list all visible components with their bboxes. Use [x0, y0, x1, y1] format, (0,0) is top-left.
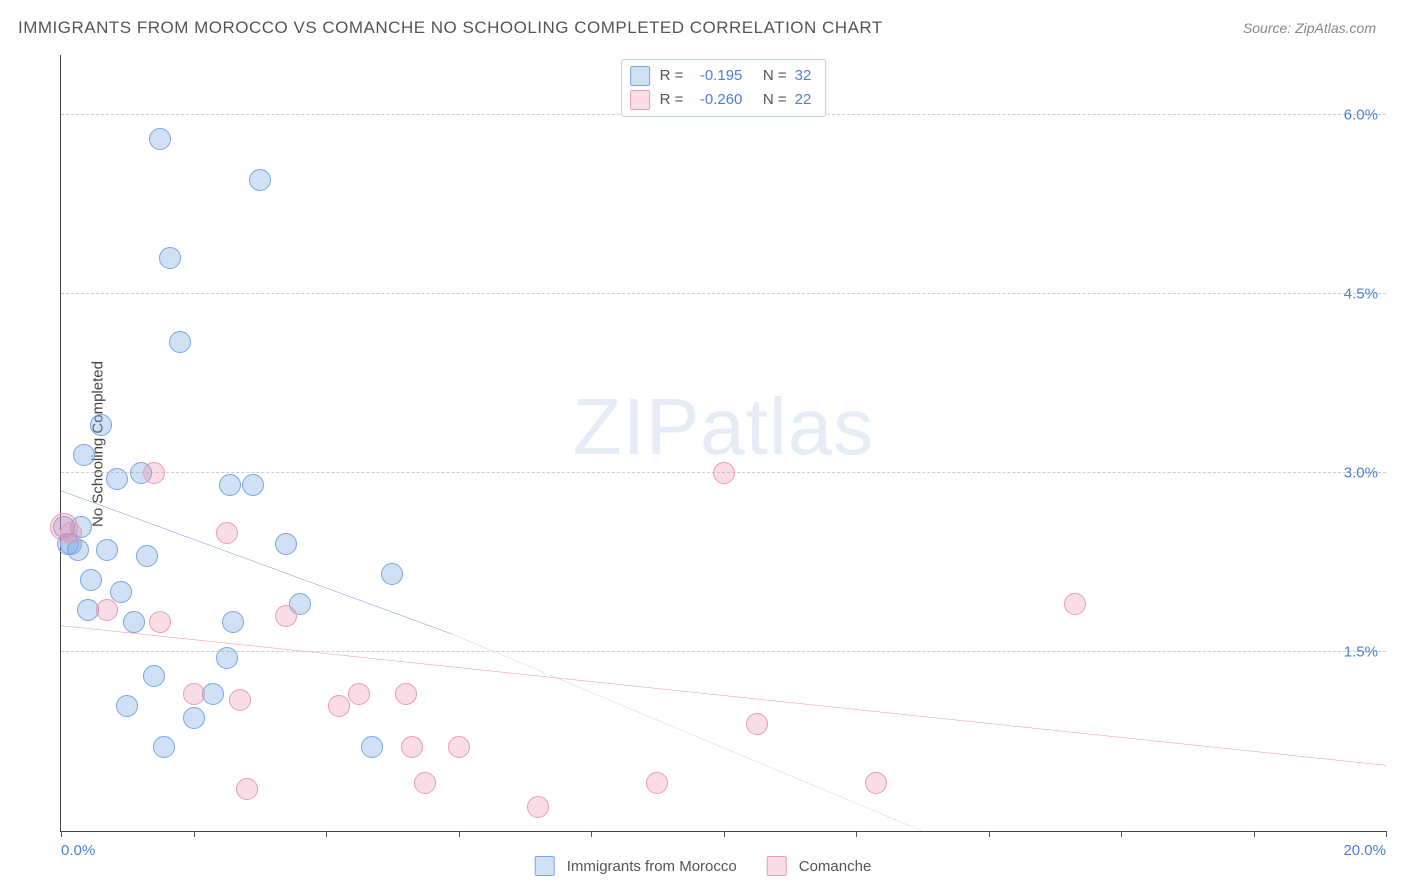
data-point: [527, 796, 549, 818]
data-point: [348, 683, 370, 705]
legend-n-value: 32: [795, 64, 812, 88]
data-point: [60, 522, 82, 544]
data-point: [73, 444, 95, 466]
x-tick: [326, 831, 327, 837]
x-tick: [459, 831, 460, 837]
x-tick: [194, 831, 195, 837]
data-point: [149, 128, 171, 150]
data-point: [1064, 593, 1086, 615]
data-point: [242, 474, 264, 496]
chart-header: IMMIGRANTS FROM MOROCCO VS COMANCHE NO S…: [0, 0, 1406, 48]
y-tick-label: 4.5%: [1344, 285, 1378, 302]
source-credit: Source: ZipAtlas.com: [1243, 20, 1376, 36]
data-point: [236, 778, 258, 800]
x-tick: [61, 831, 62, 837]
series-name: Comanche: [799, 858, 872, 875]
plot-region: ZIPatlas R = -0.195 N = 32R = -0.260 N =…: [60, 55, 1386, 832]
legend-swatch: [630, 66, 650, 86]
gridline: [61, 293, 1386, 294]
y-tick-label: 6.0%: [1344, 106, 1378, 123]
x-tick-label: 20.0%: [1343, 842, 1386, 859]
chart-title: IMMIGRANTS FROM MOROCCO VS COMANCHE NO S…: [18, 18, 883, 38]
data-point: [222, 611, 244, 633]
data-point: [361, 736, 383, 758]
data-point: [159, 247, 181, 269]
data-point: [106, 468, 128, 490]
data-point: [123, 611, 145, 633]
data-point: [414, 772, 436, 794]
legend-row: R = -0.260 N = 22: [630, 88, 812, 112]
data-point: [90, 414, 112, 436]
data-point: [275, 605, 297, 627]
data-point: [401, 736, 423, 758]
data-point: [202, 683, 224, 705]
legend-r-label: R =: [660, 88, 684, 112]
data-point: [746, 713, 768, 735]
data-point: [448, 736, 470, 758]
data-point: [229, 689, 251, 711]
correlation-legend: R = -0.195 N = 32R = -0.260 N = 22: [621, 59, 827, 117]
x-tick: [989, 831, 990, 837]
legend-n-value: 22: [795, 88, 812, 112]
legend-r-value: -0.195: [687, 64, 742, 88]
x-tick: [724, 831, 725, 837]
data-point: [865, 772, 887, 794]
data-point: [219, 474, 241, 496]
legend-item: Immigrants from Morocco: [535, 856, 737, 876]
data-point: [80, 569, 102, 591]
data-point: [136, 545, 158, 567]
legend-swatch: [535, 856, 555, 876]
trendline-extrapolated: [452, 634, 922, 831]
legend-r-value: -0.260: [687, 88, 742, 112]
legend-item: Comanche: [767, 856, 872, 876]
x-tick: [856, 831, 857, 837]
data-point: [713, 462, 735, 484]
data-point: [275, 533, 297, 555]
data-point: [143, 665, 165, 687]
legend-row: R = -0.195 N = 32: [630, 64, 812, 88]
trendline: [61, 626, 1386, 766]
data-point: [77, 599, 99, 621]
legend-swatch: [630, 90, 650, 110]
data-point: [216, 522, 238, 544]
x-tick-label: 0.0%: [61, 842, 95, 859]
x-tick: [1386, 831, 1387, 837]
legend-r-label: R =: [660, 64, 684, 88]
x-tick: [1254, 831, 1255, 837]
data-point: [96, 539, 118, 561]
data-point: [143, 462, 165, 484]
series-name: Immigrants from Morocco: [567, 858, 737, 875]
gridline: [61, 651, 1386, 652]
legend-n-label: N =: [763, 64, 787, 88]
data-point: [381, 563, 403, 585]
series-legend: Immigrants from Morocco Comanche: [535, 856, 872, 876]
data-point: [249, 169, 271, 191]
legend-swatch: [767, 856, 787, 876]
data-point: [149, 611, 171, 633]
data-point: [169, 331, 191, 353]
y-tick-label: 3.0%: [1344, 464, 1378, 481]
data-point: [646, 772, 668, 794]
y-tick-label: 1.5%: [1344, 643, 1378, 660]
data-point: [183, 707, 205, 729]
data-point: [153, 736, 175, 758]
data-point: [216, 647, 238, 669]
x-tick: [591, 831, 592, 837]
x-tick: [1121, 831, 1122, 837]
legend-n-label: N =: [763, 88, 787, 112]
data-point: [328, 695, 350, 717]
data-point: [395, 683, 417, 705]
data-point: [116, 695, 138, 717]
data-point: [183, 683, 205, 705]
data-point: [96, 599, 118, 621]
chart-area: No Schooling Completed ZIPatlas R = -0.1…: [50, 55, 1386, 832]
